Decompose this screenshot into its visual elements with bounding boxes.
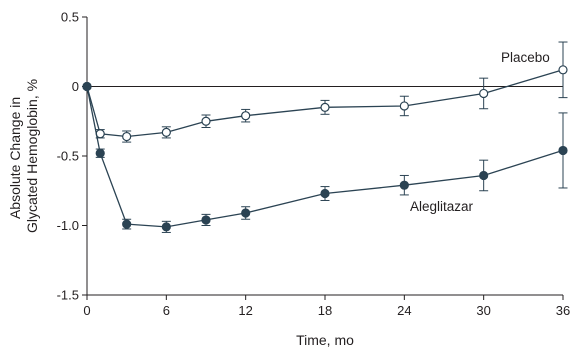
placebo-point bbox=[241, 111, 251, 121]
x-tick-label: 36 bbox=[556, 303, 570, 318]
y-tick-label: -1.5 bbox=[57, 288, 79, 303]
placebo-line bbox=[86, 69, 564, 138]
placebo-point bbox=[161, 127, 171, 137]
x-tick-label: 30 bbox=[476, 303, 490, 318]
aleglitazar-point bbox=[201, 215, 211, 225]
x-ticks: 0 6 12 18 24 30 36 bbox=[83, 295, 570, 318]
axes: 0.5 0 -0.5 -1.0 -1.5 0 6 12 18 24 30 36 bbox=[57, 10, 571, 319]
y-tick-label: -1.0 bbox=[57, 218, 79, 233]
x-tick-label: 24 bbox=[397, 303, 411, 318]
aleglitazar-point bbox=[399, 180, 409, 190]
x-tick-label: 6 bbox=[163, 303, 170, 318]
aleglitazar-point bbox=[320, 188, 330, 199]
placebo-point bbox=[399, 101, 409, 111]
placebo-series-label: Placebo bbox=[501, 50, 550, 65]
placebo-point bbox=[201, 116, 211, 126]
y-tick-label: 0 bbox=[72, 79, 79, 94]
y-ticks: 0.5 0 -0.5 -1.0 -1.5 bbox=[57, 10, 87, 303]
x-tick-label: 0 bbox=[83, 303, 90, 318]
x-tick-label: 12 bbox=[238, 303, 252, 318]
aleglitazar-point bbox=[558, 145, 568, 156]
aleglitazar-point bbox=[122, 219, 132, 229]
series-layer bbox=[82, 41, 568, 233]
y-axis-title-line-2: Glycated Hemoglobin, % bbox=[24, 79, 40, 233]
placebo-point bbox=[122, 131, 132, 142]
x-axis-title: Time, mo bbox=[296, 332, 354, 348]
aleglitazar-series-label: Aleglitazar bbox=[410, 199, 474, 214]
placebo-point bbox=[558, 65, 568, 75]
aleglitazar-line bbox=[86, 86, 564, 228]
aleglitazar-point bbox=[82, 81, 92, 92]
aleglitazar-point bbox=[479, 170, 489, 181]
y-axis-title: Absolute Change in Glycated Hemoglobin, … bbox=[7, 79, 40, 233]
aleglitazar-point bbox=[161, 222, 171, 232]
placebo-point bbox=[320, 102, 330, 112]
aleglitazar-point bbox=[95, 148, 105, 158]
y-axis-title-line-1: Absolute Change in bbox=[7, 97, 23, 219]
aleglitazar-series bbox=[82, 81, 568, 233]
placebo-series bbox=[82, 41, 568, 143]
y-tick-label: 0.5 bbox=[61, 10, 79, 25]
aleglitazar-point bbox=[241, 208, 251, 218]
x-tick-label: 18 bbox=[318, 303, 332, 318]
placebo-point bbox=[479, 88, 489, 99]
y-tick-label: -0.5 bbox=[57, 149, 79, 164]
